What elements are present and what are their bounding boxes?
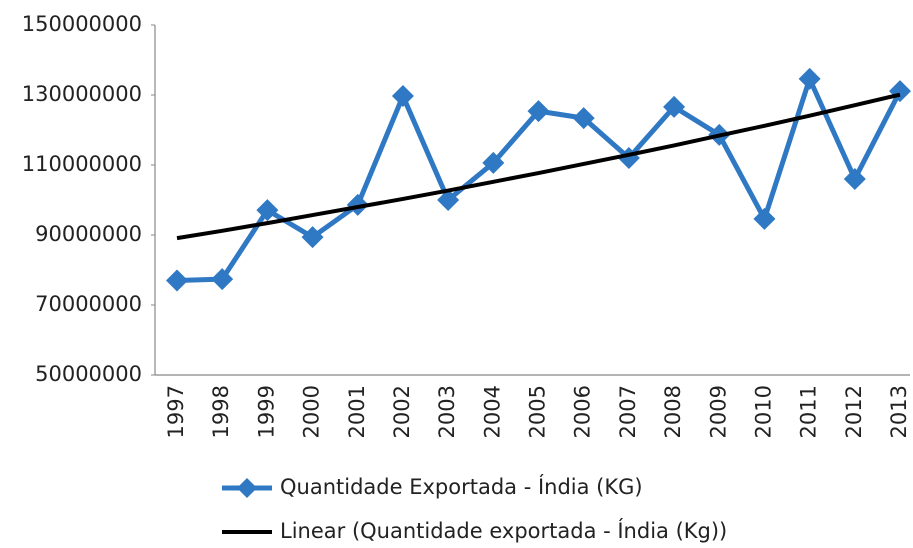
y-tick-label: 70000000 [35, 292, 142, 316]
x-tick-label: 2002 [390, 385, 414, 438]
y-tick-label: 110000000 [22, 152, 142, 176]
x-tick-label: 1999 [254, 385, 278, 438]
y-tick-label: 130000000 [22, 82, 142, 106]
y-tick-label: 90000000 [35, 222, 142, 246]
point-marker [843, 168, 866, 190]
point-marker [391, 85, 414, 108]
x-tick-label: 2010 [751, 385, 775, 438]
point-marker [889, 80, 911, 103]
x-tick-label: 2001 [345, 385, 369, 438]
point-marker [301, 226, 324, 249]
x-tick-label: 2005 [526, 385, 550, 438]
x-tick-label: 2011 [797, 385, 821, 438]
point-marker [798, 67, 821, 90]
y-tick-label: 150000000 [22, 12, 142, 36]
point-marker [663, 95, 686, 118]
legend-marker [237, 478, 257, 498]
x-tick-label: 1997 [164, 385, 188, 438]
x-tick-label: 1998 [209, 385, 233, 438]
point-marker [482, 151, 505, 174]
x-tick-label: 2003 [435, 385, 459, 438]
x-tick-label: 2007 [616, 385, 640, 438]
point-marker [527, 100, 550, 123]
point-marker [572, 107, 595, 130]
x-tick-label: 2004 [480, 385, 504, 438]
point-marker [166, 269, 188, 292]
x-tick-label: 2009 [706, 385, 730, 438]
series-line [176, 92, 901, 241]
point-marker [753, 207, 776, 230]
x-tick-label: 2006 [571, 385, 595, 438]
x-tick-label: 2000 [300, 385, 324, 438]
legend-label: Linear (Quantidade exportada - Índia (Kg… [280, 518, 727, 543]
y-tick-label: 50000000 [35, 362, 142, 386]
point-marker [256, 199, 279, 222]
point-marker [346, 193, 369, 216]
x-tick-label: 2008 [661, 385, 685, 438]
point-marker [437, 189, 460, 211]
legend-label: Quantidade Exportada - Índia (KG) [280, 474, 643, 499]
x-tick-label: 2012 [842, 385, 866, 438]
point-marker [211, 268, 234, 291]
x-tick-label: 2013 [887, 385, 911, 438]
